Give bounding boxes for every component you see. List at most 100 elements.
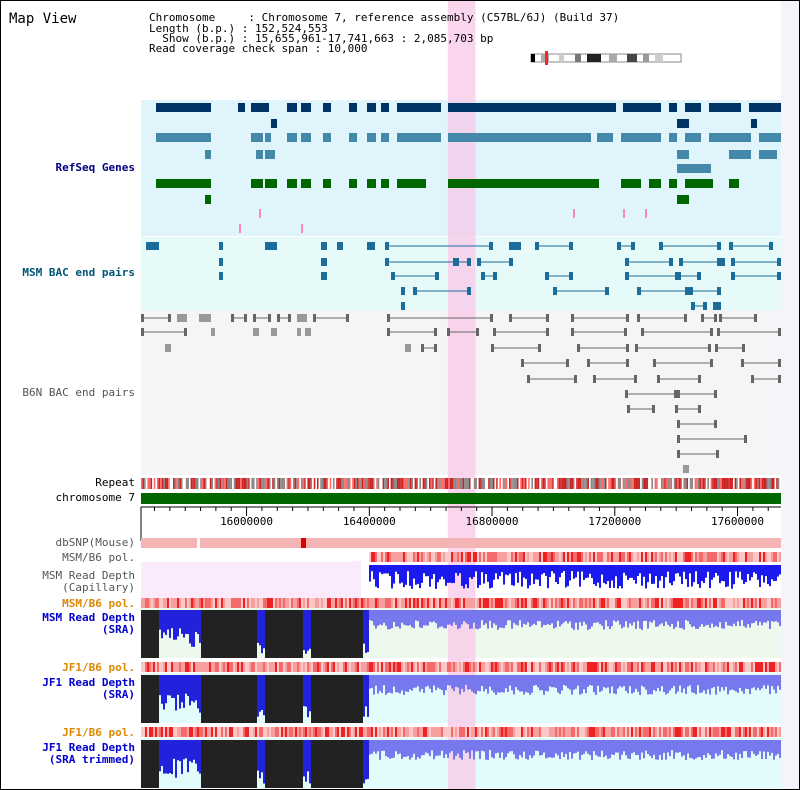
jf1-b6-pol-cell: [647, 662, 649, 672]
repeat-segment: [437, 478, 439, 489]
msm-sra-depth-bar: [487, 610, 489, 629]
jf1-trimmed-depth-bar: [621, 740, 623, 755]
jf1-sra-depth-bar: [693, 675, 695, 693]
msm-bac-end: [731, 272, 735, 280]
msm-b6-pol2-cell: [345, 598, 347, 608]
msm-sra-depth-bar: [411, 610, 413, 628]
b6n-bac-end: [141, 314, 144, 322]
msm-b6-pol-cell: [683, 552, 685, 562]
jf1-b6-pol-cell: [227, 662, 229, 672]
msm-capillary-depth-bar: [755, 565, 757, 574]
jf1-b6-pol2-cell: [239, 727, 241, 737]
jf1-trimmed-depth-bar: [669, 740, 671, 757]
msm-capillary-depth-bar: [693, 565, 695, 583]
jf1-b6-pol2-cell: [207, 727, 209, 737]
chromosome-label[interactable]: chromosome 7: [55, 491, 135, 504]
jf1-sra-depth-bar: [459, 675, 461, 695]
jf1-b6-pol2-cell: [245, 727, 247, 737]
repeat-segment: [769, 478, 772, 489]
msm-capillary-depth-bar: [579, 565, 581, 587]
jf1-b6-pol2-cell: [389, 727, 391, 737]
repeat-segment: [749, 478, 751, 489]
jf1-sra-depth-bar: [587, 675, 589, 687]
msm-b6-pol2-cell: [155, 598, 157, 608]
msm-b6-pol2-cell: [189, 598, 191, 608]
msm-read-depth-capillary-label[interactable]: MSM Read Depth (Capillary): [42, 569, 135, 594]
jf1-sra-depth-bar: [769, 675, 771, 694]
msm-sra-depth-bar: [649, 610, 651, 622]
axis-tick-label: 17200000: [588, 515, 641, 528]
msm-b6-pol2-cell: [515, 598, 517, 608]
repeat-segment: [680, 478, 682, 489]
jf1-b6-pol-cell: [499, 662, 501, 672]
msm-b6-pol-cell: [657, 552, 659, 562]
b6n-bac-label[interactable]: B6N BAC end pairs: [22, 386, 135, 399]
jf1-trimmed-depth-bar: [511, 740, 513, 752]
repeat-segment: [621, 478, 623, 489]
repeat-segment: [269, 478, 271, 489]
msm-b6-pol2-cell: [363, 598, 365, 608]
jf1-trimmed-depth-bar: [537, 740, 539, 751]
repeat-segment: [624, 478, 626, 489]
jf1-b6-pol-cell: [295, 662, 297, 672]
jf1-b6-pol2-cell: [361, 727, 363, 737]
repeat-segment: [763, 478, 765, 489]
jf1-b6-pol2-cell: [437, 727, 439, 737]
jf1-trimmed-depth-bar: [641, 740, 643, 753]
b6n-bac-end: [683, 465, 689, 473]
b6n-bac-end: [491, 344, 494, 352]
repeat-segment: [467, 478, 469, 489]
msm-b6-pol2-cell: [383, 598, 385, 608]
msm-capillary-depth-bar: [531, 565, 533, 574]
jf1-b6-pol2-cell: [711, 727, 713, 737]
jf1-b6-pol-label-2[interactable]: JF1/B6 pol.: [62, 726, 135, 739]
msm-b6-pol2-cell: [407, 598, 409, 608]
msm-sra-depth-bar: [751, 610, 753, 624]
refseq-genes-label[interactable]: RefSeq Genes: [55, 161, 135, 174]
msm-b6-pol-label-2[interactable]: MSM/B6 pol.: [62, 597, 135, 610]
repeat-label[interactable]: Repeat: [95, 476, 135, 489]
msm-capillary-depth-bar: [611, 565, 613, 581]
jf1-b6-pol-cell: [161, 662, 163, 672]
msm-bac-end: [321, 242, 327, 250]
msm-sra-depth-bar: [529, 610, 531, 627]
jf1-trimmed-depth-bar: [461, 740, 463, 760]
b6n-bac-end: [587, 359, 590, 367]
msm-b6-pol2-cell: [529, 598, 531, 608]
jf1-read-depth-trimmed-label[interactable]: JF1 Read Depth (SRA trimmed): [42, 741, 135, 766]
jf1-b6-pol2-cell: [717, 727, 719, 737]
msm-bac-label[interactable]: MSM BAC end pairs: [22, 266, 135, 279]
dbsnp-label[interactable]: dbSNP(Mouse): [55, 536, 135, 549]
jf1-read-depth-sra-label[interactable]: JF1 Read Depth (SRA): [42, 676, 135, 701]
repeat-segment: [267, 478, 269, 489]
jf1-b6-pol2-cell: [377, 727, 379, 737]
jf1-b6-pol-cell: [209, 662, 211, 672]
msm-b6-pol-label-1[interactable]: MSM/B6 pol.: [62, 551, 135, 564]
repeat-segment: [560, 478, 562, 489]
msm-b6-pol-cell: [735, 552, 737, 562]
ideogram-band: [587, 54, 601, 62]
msm-b6-pol-cell: [609, 552, 611, 562]
jf1-b6-pol-label-1[interactable]: JF1/B6 pol.: [62, 661, 135, 674]
jf1-sra-depth-bar: [507, 675, 509, 692]
jf1-b6-pol-cell: [703, 662, 705, 672]
msm-capillary-depth-bar: [401, 565, 403, 583]
jf1-trimmed-depth-bar: [527, 740, 529, 760]
jf1-b6-pol-cell: [479, 662, 481, 672]
jf1-b6-pol2-cell: [355, 727, 357, 737]
repeat-segment: [579, 478, 581, 489]
msm-bac-end: [219, 242, 223, 250]
jf1-sra-depth-bar: [437, 675, 439, 688]
jf1-b6-pol-cell: [575, 662, 577, 672]
jf1-trimmed-depth-bar: [479, 740, 481, 759]
jf1-b6-pol2-cell: [589, 727, 591, 737]
jf1-b6-pol-cell: [639, 662, 641, 672]
jf1-b6-pol2-cell: [265, 727, 267, 737]
msm-capillary-depth-bar: [677, 565, 679, 574]
jf1-b6-pol2-cell: [145, 727, 147, 737]
msm-b6-pol-cell: [497, 552, 499, 562]
jf1-b6-pol-cell: [467, 662, 469, 672]
msm-read-depth-sra-label[interactable]: MSM Read Depth (SRA): [42, 611, 135, 636]
jf1-trimmed-depth-bar: [643, 740, 645, 759]
